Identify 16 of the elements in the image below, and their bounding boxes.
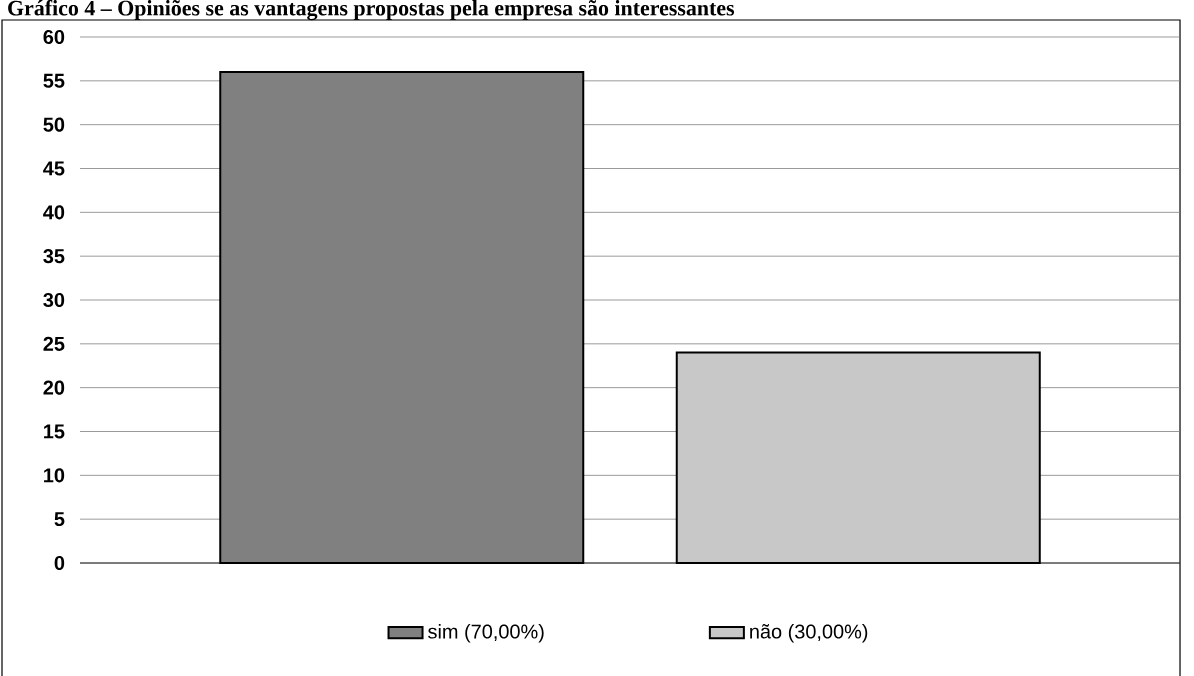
y-tick-label: 50	[43, 117, 65, 132]
y-tick-label: 5	[54, 512, 65, 527]
y-tick-label: 10	[44, 468, 65, 483]
legend-label: sim (70,00%)	[428, 623, 544, 643]
y-tick-label: 25	[43, 336, 65, 351]
y-tick-label: 45	[43, 161, 65, 176]
y-tick-label: 30	[43, 292, 65, 308]
y-tick-label: 40	[43, 205, 65, 220]
y-tick-label: 20	[43, 380, 65, 395]
y-tick-label: 0	[54, 555, 65, 571]
y-tick-label: 60	[43, 29, 65, 45]
y-tick-label: 55	[43, 73, 65, 88]
y-tick-label: 35	[43, 249, 65, 264]
legend-label: não (30,00%)	[750, 623, 868, 643]
y-tick-label: 15	[44, 424, 65, 439]
chart-title: Gráfico 4 – Opiniões se as vantagens propostas pela empresa são interessantes	[8, 0, 735, 21]
